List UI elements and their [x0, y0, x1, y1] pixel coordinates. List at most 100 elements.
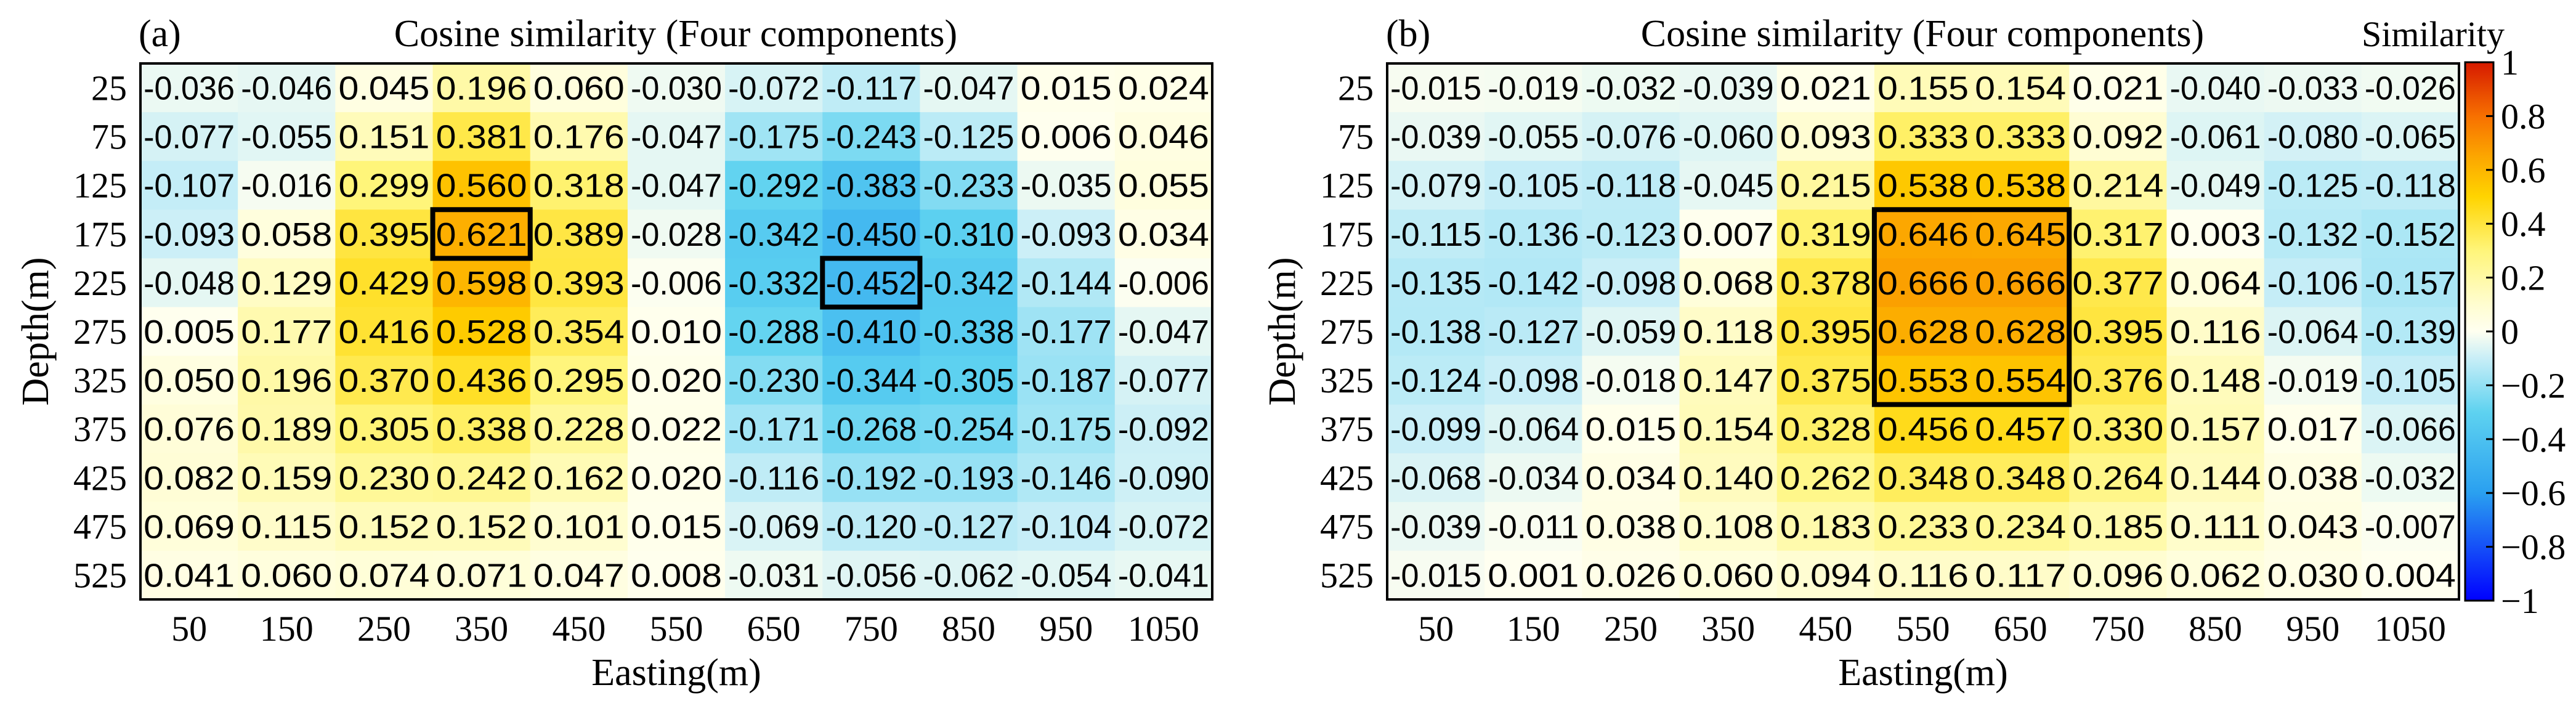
cell-value-label: -0.136: [1488, 216, 1579, 253]
cell-value-label: -0.080: [2267, 119, 2359, 156]
cell-value-label: 0.020: [631, 362, 722, 399]
heatmap-cell: [2361, 501, 2460, 551]
heatmap-cell: [2264, 404, 2362, 454]
cell-value-label: 0.416: [338, 314, 429, 351]
cell-value-label: -0.011: [1488, 508, 1579, 545]
cell-value-label: 0.395: [1780, 314, 1871, 351]
heatmap-cell: [335, 550, 434, 600]
cell-value-label: 0.666: [1975, 265, 2066, 302]
cell-value-label: 0.645: [1975, 216, 2066, 253]
cell-value-label: -0.192: [825, 460, 917, 497]
heatmap-cell: [627, 112, 726, 161]
cell-value-label: 0.003: [2170, 216, 2261, 253]
cell-value-label: -0.041: [1118, 557, 1209, 594]
cell-value-label: 0.348: [1975, 460, 2066, 497]
heatmap-cell: [432, 63, 531, 113]
heatmap-cell: [1679, 209, 1778, 259]
colorbar-tick-label: 0.8: [2501, 96, 2546, 136]
cell-value-label: -0.125: [923, 119, 1015, 156]
heatmap-cell: [1972, 550, 2070, 600]
heatmap-cell: [1679, 550, 1778, 600]
heatmap-cell: [1972, 453, 2070, 503]
y-tick-label: 175: [73, 214, 127, 254]
panel-b: (b) Cosine similarity (Four components) -0…: [1262, 13, 2460, 694]
cell-value-label: 0.393: [533, 265, 625, 302]
heatmap-cell: [1972, 161, 2070, 211]
heatmap-cell: [920, 550, 1018, 600]
cell-value-label: 0.333: [1877, 119, 1969, 156]
cell-value-label: 0.071: [436, 557, 527, 594]
cell-value-label: 0.116: [1877, 557, 1969, 594]
cell-value-label: 0.001: [1488, 557, 1579, 594]
cell-value-label: 0.043: [2267, 508, 2359, 545]
heatmap-cell: [1874, 550, 1972, 600]
heatmap-cell: [140, 550, 238, 600]
heatmap-cell: [2264, 63, 2362, 113]
heatmap-cell: [627, 161, 726, 211]
heatmap-cell: [1582, 209, 1680, 259]
heatmap-cell: [1484, 307, 1583, 357]
heatmap-cell: [140, 307, 238, 357]
cell-value-label: 0.152: [436, 508, 527, 545]
cell-value-label: -0.040: [2170, 70, 2261, 107]
heatmap-cell: [432, 307, 531, 357]
cell-value-label: 0.154: [1975, 70, 2066, 107]
cell-value-label: 0.646: [1877, 216, 1969, 253]
heatmap-cell: [335, 209, 434, 259]
cell-value-label: -0.028: [631, 216, 722, 253]
heatmap-cell: [725, 453, 824, 503]
cell-value-label: -0.019: [2267, 362, 2359, 399]
heatmap-cell: [1679, 355, 1778, 405]
cell-value-label: 0.108: [1683, 508, 1774, 545]
y-axis-label: Depth(m): [15, 257, 57, 405]
heatmap-cell: [1017, 307, 1116, 357]
heatmap-cell: [238, 307, 336, 357]
cell-value-label: 0.215: [1780, 168, 1871, 205]
heatmap-cell: [1387, 307, 1485, 357]
heatmap-cell: [1582, 501, 1680, 551]
cell-value-label: 0.338: [436, 411, 527, 448]
cell-value-label: 0.176: [533, 119, 625, 156]
heatmap-cell: [627, 501, 726, 551]
heatmap-cell: [238, 112, 336, 161]
cell-value-label: 0.538: [1975, 168, 2066, 205]
x-tick-label: 350: [455, 609, 508, 649]
cell-value-label: -0.055: [241, 119, 332, 156]
x-tick-label: 750: [2091, 609, 2145, 649]
heatmap-cell: [920, 501, 1018, 551]
cell-value-label: -0.066: [2365, 411, 2456, 448]
cell-value-label: -0.019: [1488, 70, 1579, 107]
cell-value-label: 0.299: [338, 168, 429, 205]
heatmap-cell: [1776, 501, 1875, 551]
cell-value-label: 0.015: [1021, 70, 1112, 107]
heatmap-cell: [2361, 209, 2460, 259]
heatmap-cell: [822, 209, 921, 259]
y-tick-label: 275: [1320, 312, 1374, 352]
heatmap-cell: [2166, 355, 2265, 405]
cell-value-label: -0.193: [923, 460, 1015, 497]
y-tick-label: 325: [1320, 360, 1374, 400]
heatmap-cell: [1484, 63, 1583, 113]
cell-value-label: 0.183: [1780, 508, 1871, 545]
heatmap-cell: [1582, 307, 1680, 357]
heatmap-cell: [1582, 161, 1680, 211]
cell-value-label: 0.069: [144, 508, 235, 545]
cell-value-label: 0.046: [1118, 119, 1209, 156]
x-tick-label: 950: [2286, 609, 2339, 649]
cell-value-label: -0.115: [1390, 216, 1481, 253]
colorbar-tick-label: 0: [2501, 312, 2519, 352]
cell-value-label: -0.054: [1021, 557, 1112, 594]
heatmap-cell: [238, 161, 336, 211]
cell-value-label: 0.148: [2170, 362, 2261, 399]
cell-value-label: 0.666: [1877, 265, 1969, 302]
cell-value-label: -0.124: [1390, 362, 1481, 399]
heatmap-cell: [1679, 258, 1778, 308]
heatmap-cell: [1972, 404, 2070, 454]
heatmap-cell: [2361, 161, 2460, 211]
cell-value-label: 0.242: [436, 460, 527, 497]
cell-value-label: 0.317: [2072, 216, 2163, 253]
heatmap-cell: [1776, 355, 1875, 405]
heatmap-cell: [822, 404, 921, 454]
colorbar-tick-label: −0.6: [2501, 473, 2566, 513]
x-tick-label: 850: [942, 609, 995, 649]
